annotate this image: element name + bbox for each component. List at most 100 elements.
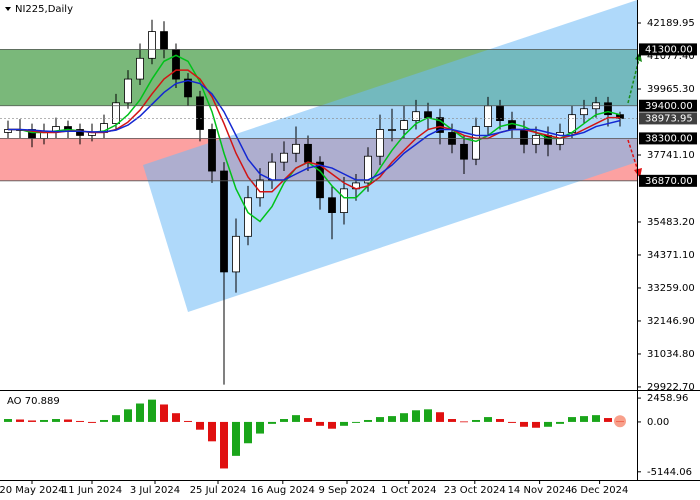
candle-body bbox=[400, 120, 408, 130]
candle-body bbox=[580, 108, 588, 116]
level-label-box bbox=[639, 174, 697, 187]
indicator-title: AO 70.889 bbox=[7, 396, 60, 407]
ao-bar bbox=[448, 419, 456, 422]
ao-bar bbox=[76, 420, 84, 422]
ao-y-tick-label: 0.00 bbox=[647, 417, 669, 428]
ao-bar bbox=[544, 421, 552, 427]
ao-bar bbox=[352, 421, 360, 423]
ao-bar bbox=[136, 403, 144, 422]
x-tick-label: 20 May 2024 bbox=[0, 485, 65, 496]
ao-bar bbox=[184, 420, 192, 422]
candle-body bbox=[328, 197, 336, 213]
ao-bar bbox=[220, 421, 228, 469]
candle-body bbox=[220, 170, 228, 273]
candle-body bbox=[412, 111, 420, 122]
ao-bar bbox=[292, 415, 300, 422]
ao-bar bbox=[604, 418, 612, 422]
ao-bar bbox=[112, 415, 120, 422]
ao-bar bbox=[424, 409, 432, 422]
y-tick-label: 39965.30 bbox=[647, 84, 695, 95]
ao-bar bbox=[244, 421, 252, 444]
last-price-label: 38973.95 bbox=[645, 113, 693, 124]
ao-bar bbox=[88, 421, 96, 423]
y-tick-label: 33259.00 bbox=[647, 283, 695, 294]
ao-bar bbox=[556, 421, 564, 424]
ao-bar bbox=[376, 417, 384, 422]
ao-last-marker bbox=[614, 415, 626, 428]
ao-bar bbox=[580, 416, 588, 422]
ao-bar bbox=[400, 413, 408, 422]
ao-bar bbox=[532, 421, 540, 428]
candle-body bbox=[316, 161, 324, 199]
x-tick-label: 9 Sep 2024 bbox=[318, 485, 375, 496]
ao-bar bbox=[16, 419, 24, 422]
candle-body bbox=[292, 143, 300, 154]
candle-body bbox=[376, 129, 384, 157]
ao-bar bbox=[256, 421, 264, 434]
moving-average bbox=[8, 79, 621, 181]
ao-bar bbox=[40, 419, 48, 422]
candle-body bbox=[364, 155, 372, 184]
ao-bar bbox=[472, 419, 480, 422]
level-label-box bbox=[639, 132, 697, 145]
ao-bar bbox=[208, 421, 216, 442]
ao-bar bbox=[592, 415, 600, 422]
ao-bar bbox=[148, 399, 156, 422]
ao-bar bbox=[268, 421, 276, 424]
ao-bar bbox=[520, 421, 528, 427]
candle-body bbox=[232, 235, 240, 273]
candle-body bbox=[136, 57, 144, 80]
x-tick-label: 14 Nov 2024 bbox=[508, 485, 572, 496]
level-label-box bbox=[639, 43, 697, 56]
ao-bar bbox=[4, 419, 12, 422]
ao-bar bbox=[340, 421, 348, 426]
x-tick-label: 1 Oct 2024 bbox=[381, 485, 436, 496]
ao-bar bbox=[304, 418, 312, 422]
candle-body bbox=[436, 117, 444, 133]
y-tick-label: 31034.80 bbox=[647, 349, 695, 360]
ao-y-tick-label: -5144.06 bbox=[647, 467, 692, 478]
ao-bar bbox=[328, 421, 336, 429]
candle-body bbox=[268, 161, 276, 181]
ao-bar bbox=[568, 417, 576, 422]
candle-body bbox=[304, 143, 312, 163]
ao-bar bbox=[232, 421, 240, 456]
ao-bar bbox=[280, 419, 288, 422]
candle-body bbox=[604, 102, 612, 116]
candle-body bbox=[388, 129, 396, 131]
candle-body bbox=[184, 78, 192, 98]
ao-bar bbox=[172, 413, 180, 422]
level-label: 36870.00 bbox=[645, 176, 693, 187]
x-tick-label: 6 Dec 2024 bbox=[571, 485, 629, 496]
candle-body bbox=[172, 48, 180, 80]
ao-bar bbox=[64, 419, 72, 422]
ao-bar bbox=[52, 419, 60, 422]
y-tick-label: 32146.90 bbox=[647, 316, 695, 327]
ao-bar bbox=[364, 419, 372, 422]
x-tick-label: 25 Jul 2024 bbox=[190, 485, 247, 496]
candle-body bbox=[508, 120, 516, 130]
ao-bar bbox=[412, 410, 420, 422]
candle-body bbox=[532, 135, 540, 145]
candle-body bbox=[148, 31, 156, 59]
ao-y-tick-label: 2458.96 bbox=[647, 393, 688, 404]
candle-body bbox=[340, 188, 348, 213]
level-label-box bbox=[639, 99, 697, 112]
candle-body bbox=[520, 129, 528, 145]
x-tick-label: 16 Aug 2024 bbox=[251, 485, 315, 496]
candle-body bbox=[280, 152, 288, 163]
candle-body bbox=[112, 102, 120, 124]
ao-bar bbox=[160, 404, 168, 422]
ao-bar bbox=[28, 420, 36, 422]
level-label: 39400.00 bbox=[645, 101, 693, 112]
ao-bar bbox=[124, 409, 132, 422]
y-tick-label: 42189.95 bbox=[647, 18, 695, 29]
candle-body bbox=[196, 96, 204, 130]
ao-bar bbox=[484, 417, 492, 422]
level-label: 38300.00 bbox=[645, 133, 693, 144]
ao-bar bbox=[436, 412, 444, 422]
candle-body bbox=[160, 31, 168, 50]
ao-bar bbox=[316, 421, 324, 426]
last-price-box bbox=[639, 112, 697, 125]
